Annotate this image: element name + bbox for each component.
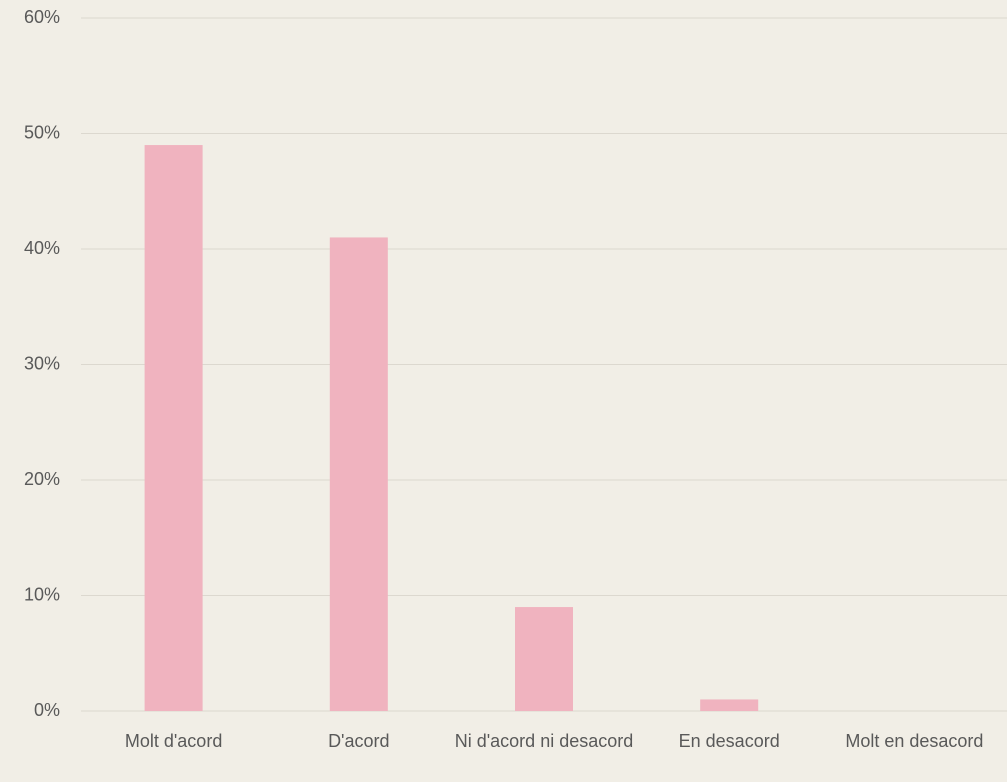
x-tick-label: Molt en desacord <box>845 731 984 751</box>
x-tick-label: D'acord <box>328 731 390 751</box>
x-tick-label: Ni d'acord ni desacord <box>454 731 634 751</box>
x-tick-label-box: Molt en desacord <box>845 731 984 751</box>
y-tick-label: 50% <box>24 122 60 142</box>
x-tick-label: Molt d'acord <box>124 731 223 751</box>
bar <box>700 699 759 711</box>
x-tick-label-box: Ni d'acord ni desacord <box>454 731 634 751</box>
y-tick-label: 0% <box>34 700 60 720</box>
x-tick-label-box: En desacord <box>678 731 780 751</box>
x-tick-label-box: Molt d'acord <box>124 731 223 751</box>
y-tick-label: 30% <box>24 353 60 373</box>
bar <box>515 607 573 711</box>
bar <box>144 145 203 712</box>
x-tick-label: En desacord <box>678 731 780 751</box>
x-tick-label-box: D'acord <box>328 731 390 751</box>
y-tick-label: 20% <box>24 469 60 489</box>
y-tick-label: 40% <box>24 238 60 258</box>
y-tick-label: 60% <box>24 7 60 27</box>
y-tick-label: 10% <box>24 584 60 604</box>
bar <box>329 237 388 711</box>
